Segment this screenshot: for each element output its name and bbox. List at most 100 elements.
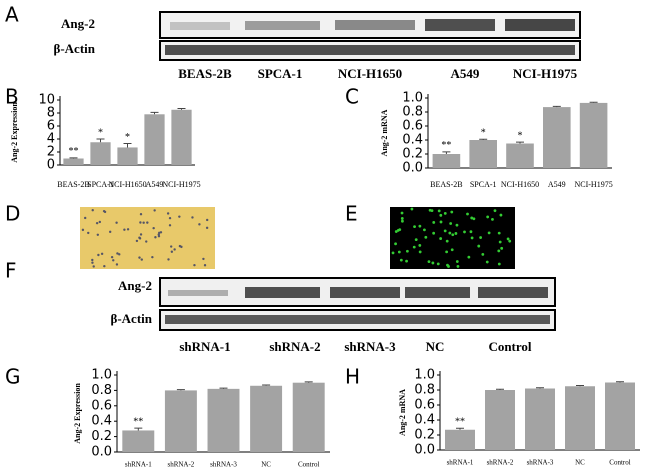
- error-bar: [616, 381, 624, 383]
- y-tick-label: 4: [47, 132, 55, 147]
- y-tick-label: 8: [47, 106, 55, 121]
- x-tick-label: SPCA-1: [470, 180, 497, 189]
- x-tick-label: SPCA-1: [87, 180, 114, 189]
- cell: [154, 236, 157, 239]
- cell: [95, 221, 99, 225]
- cell: [477, 244, 481, 248]
- error-bar: [219, 387, 228, 389]
- cell: [432, 221, 436, 224]
- y-axis-label: Ang-2 mRNA: [380, 109, 389, 156]
- cell: [486, 215, 490, 219]
- bands: [165, 287, 550, 324]
- cell: [455, 223, 459, 227]
- bar: [432, 154, 461, 168]
- x-tick-label: NC: [261, 461, 271, 469]
- cell: [418, 224, 422, 228]
- cell: [449, 222, 453, 225]
- annotation: *: [518, 130, 523, 141]
- x-tick-label: BEAS-2B: [430, 180, 462, 189]
- cell: [205, 218, 209, 222]
- cell: [92, 265, 95, 268]
- cell: [447, 265, 450, 268]
- cell: [397, 250, 401, 254]
- cell: [145, 240, 148, 243]
- cell: [100, 252, 104, 256]
- cell: [445, 250, 449, 254]
- bar: [525, 388, 555, 450]
- cell: [198, 223, 201, 226]
- bar: [90, 142, 111, 165]
- cell: [91, 261, 94, 264]
- panel-letter: F: [5, 259, 17, 283]
- cell: [126, 228, 130, 231]
- cell: [485, 260, 489, 264]
- blot-lane-label: NC: [426, 339, 445, 354]
- cell: [394, 230, 398, 233]
- cell: [432, 231, 436, 235]
- annotation: *: [98, 127, 103, 138]
- cell: [414, 238, 418, 242]
- cell: [191, 216, 194, 219]
- cell: [91, 258, 94, 262]
- cell: [400, 211, 404, 215]
- y-tick-label: 0.0: [402, 161, 423, 176]
- bar: [63, 158, 84, 165]
- cell: [205, 226, 209, 230]
- y-tick-label: 0.6: [414, 398, 435, 413]
- y-tick-label: 1.0: [414, 368, 435, 383]
- cell: [431, 261, 435, 265]
- cell: [87, 231, 90, 235]
- blot-lane-label: NCI-H1650: [338, 66, 402, 81]
- y-tick-label: 10: [38, 93, 55, 108]
- cell: [413, 225, 416, 229]
- y-tick-label: 0.2: [402, 147, 423, 162]
- annotation: **: [441, 140, 451, 151]
- blot-row-label: β-Actin: [110, 311, 152, 326]
- cell: [97, 253, 100, 257]
- blot-lane-label: shRNA-3: [344, 339, 396, 354]
- cell: [168, 216, 172, 220]
- cell: [151, 255, 154, 259]
- cell: [439, 237, 443, 240]
- cell: [499, 213, 503, 217]
- cell: [394, 242, 397, 246]
- cell: [399, 258, 403, 262]
- bar: [164, 390, 197, 452]
- cell: [108, 230, 112, 234]
- cell: [500, 246, 504, 250]
- cell: [456, 265, 460, 268]
- y-tick-label: 1.0: [91, 368, 112, 383]
- cell: [135, 239, 139, 243]
- cell: [497, 262, 501, 266]
- cell: [439, 220, 443, 224]
- y-tick-label: 0.8: [91, 383, 112, 398]
- y-tick-label: 0.2: [414, 428, 435, 443]
- y-tick-label: 2: [47, 145, 55, 160]
- blot-row-label: Ang-2: [118, 278, 152, 293]
- cell: [448, 231, 452, 235]
- panel-letter: A: [5, 3, 19, 27]
- cell: [437, 209, 441, 213]
- cell: [116, 252, 119, 255]
- bar: [122, 430, 155, 452]
- cell: [427, 260, 431, 264]
- y-tick-label: 0.8: [414, 383, 435, 398]
- error-bar: [150, 111, 159, 115]
- cell: [170, 245, 173, 248]
- cell: [424, 235, 428, 239]
- cell: [139, 233, 143, 236]
- cell: [159, 231, 163, 234]
- panel-letter: H: [345, 365, 360, 389]
- annotation: *: [125, 132, 130, 143]
- x-tick-label: Control: [609, 459, 630, 467]
- cell: [167, 258, 170, 261]
- cell: [455, 260, 459, 263]
- cell: [203, 264, 207, 267]
- bands: [165, 19, 575, 55]
- cell: [472, 217, 476, 221]
- bar: [207, 388, 240, 452]
- x-tick-label: shRNA-2: [487, 459, 514, 467]
- cell: [81, 228, 85, 232]
- x-tick-label: NCI-H1975: [574, 180, 612, 189]
- x-tick-label: shRNA-3: [527, 459, 554, 467]
